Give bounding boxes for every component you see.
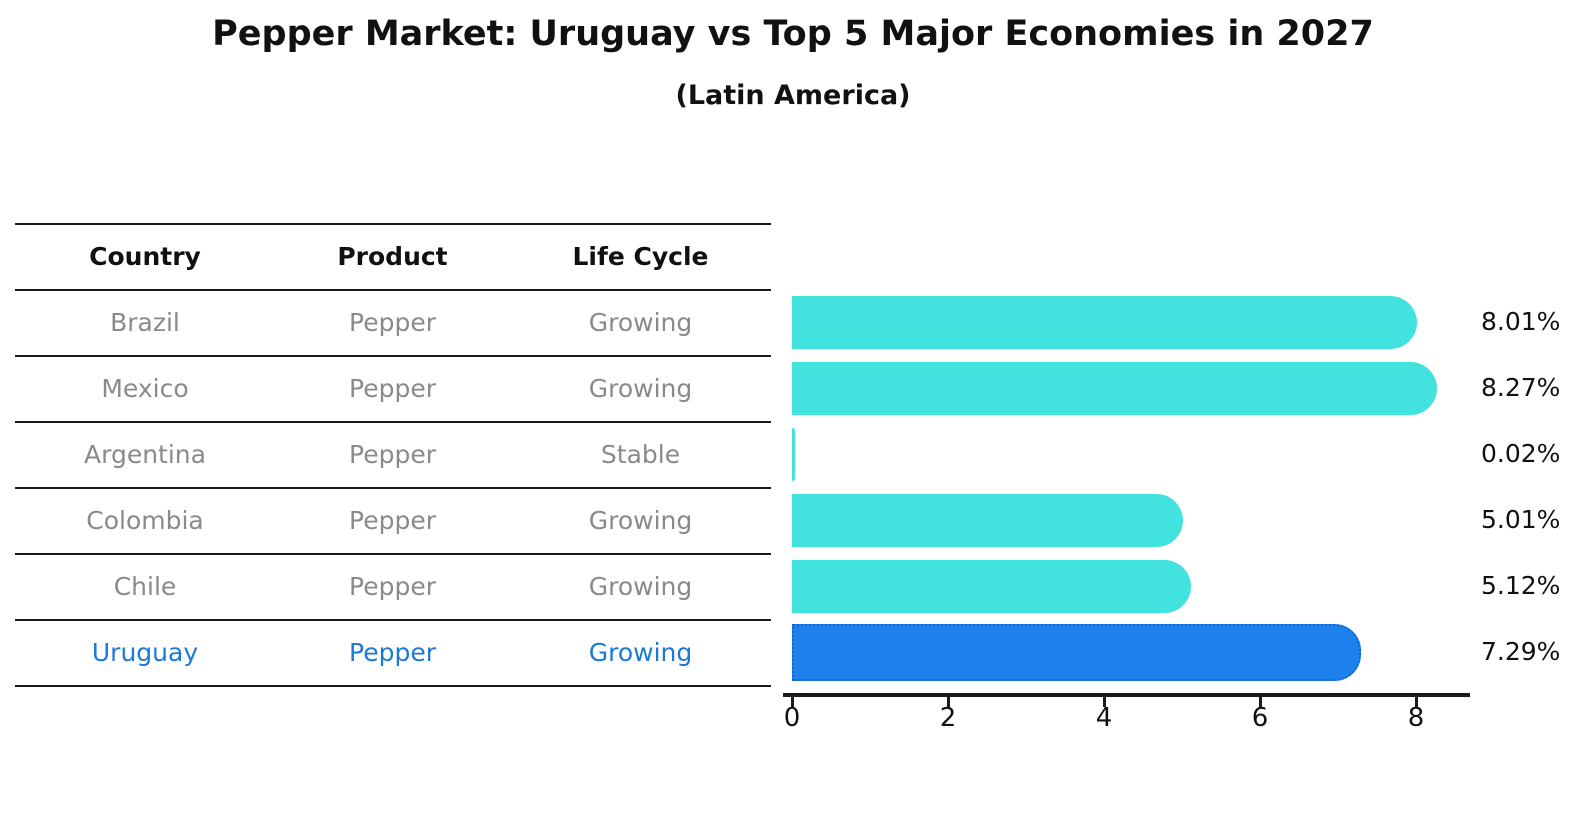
bar-argentina — [792, 428, 795, 481]
country-cell: Brazil — [110, 308, 180, 338]
country-cell: Colombia — [86, 506, 204, 536]
life-cycle-cell: Growing — [588, 308, 693, 338]
x-axis-tick — [947, 696, 950, 707]
country-table: Country Product Life Cycle Brazil Pepper… — [15, 223, 771, 687]
bar-value-label: 5.12% — [1481, 571, 1561, 600]
column-header-product: Product — [337, 242, 448, 272]
product-cell: Pepper — [349, 638, 436, 668]
bar-uruguay-highlighted — [792, 624, 1361, 681]
table-row-argentina: Argentina Pepper Stable — [15, 423, 771, 489]
life-cycle-cell: Growing — [588, 572, 693, 602]
x-axis-tick-label: 6 — [1251, 703, 1269, 733]
product-cell: Pepper — [349, 440, 436, 470]
country-cell: Chile — [113, 572, 177, 602]
x-axis-tick-label: 0 — [783, 703, 801, 733]
table-row-mexico: Mexico Pepper Growing — [15, 357, 771, 423]
product-cell: Pepper — [349, 374, 436, 404]
table-row-brazil: Brazil Pepper Growing — [15, 291, 771, 357]
bar-brazil — [792, 296, 1417, 349]
bar-colombia — [792, 494, 1183, 547]
product-cell: Pepper — [349, 308, 436, 338]
x-axis-tick — [1103, 696, 1106, 707]
bar-value-label: 5.01% — [1481, 505, 1561, 534]
life-cycle-cell: Stable — [600, 440, 681, 470]
country-cell: Mexico — [101, 374, 189, 404]
x-axis-tick — [1415, 696, 1418, 707]
bar-value-label: 0.02% — [1481, 439, 1561, 468]
x-axis-tick-label: 2 — [939, 703, 957, 733]
x-axis-tick-label: 4 — [1095, 703, 1113, 733]
table-row-colombia: Colombia Pepper Growing — [15, 489, 771, 555]
product-cell: Pepper — [349, 572, 436, 602]
x-axis-tick-label: 8 — [1407, 703, 1425, 733]
chart-subtitle: (Latin America) — [675, 80, 911, 111]
life-cycle-cell: Growing — [588, 374, 693, 404]
product-cell: Pepper — [349, 506, 436, 536]
country-cell: Uruguay — [91, 638, 199, 668]
life-cycle-cell: Growing — [588, 638, 693, 668]
bar-value-label: 7.29% — [1481, 637, 1561, 666]
table-row-chile: Chile Pepper Growing — [15, 555, 771, 621]
life-cycle-cell: Growing — [588, 506, 693, 536]
column-header-country: Country — [89, 242, 201, 272]
bar-mexico — [792, 362, 1437, 415]
x-axis-line — [783, 693, 1470, 697]
chart-title: Pepper Market: Uruguay vs Top 5 Major Ec… — [212, 14, 1374, 54]
column-header-life-cycle: Life Cycle — [572, 242, 709, 272]
bar-value-label: 8.01% — [1481, 307, 1561, 336]
table-header-row: Country Product Life Cycle — [15, 225, 771, 291]
bar-value-label: 8.27% — [1481, 373, 1561, 402]
country-cell: Argentina — [84, 440, 206, 470]
x-axis-tick — [791, 696, 794, 707]
bar-chile — [792, 560, 1191, 613]
table-row-uruguay: Uruguay Pepper Growing — [15, 621, 771, 687]
x-axis-tick — [1259, 696, 1262, 707]
